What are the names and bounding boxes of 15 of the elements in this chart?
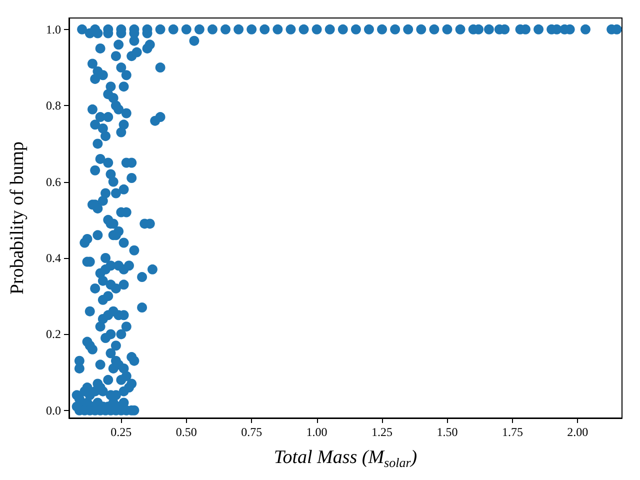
y-tick-label: 0.8: [46, 98, 61, 113]
x-tick-label: 1.75: [502, 425, 523, 439]
y-tick-label: 0.0: [46, 403, 61, 418]
x-tick-label: 0.75: [241, 425, 262, 439]
x-tick-label: 1.50: [436, 425, 458, 439]
y-axis-title: Probability of bump: [7, 141, 28, 295]
y-tick-label: 0.2: [46, 327, 61, 342]
y-tick-label: 0.4: [46, 251, 61, 265]
y-tick-label: 0.6: [46, 174, 61, 189]
x-tick-label: 1.25: [372, 425, 393, 439]
x-tick-label: 2.00: [567, 425, 588, 439]
x-tick-label: 0.50: [176, 425, 197, 439]
y-tick-label: 1.0: [46, 22, 61, 36]
x-tick-label: 1.00: [306, 425, 328, 439]
x-tick-label: 0.25: [110, 425, 132, 439]
